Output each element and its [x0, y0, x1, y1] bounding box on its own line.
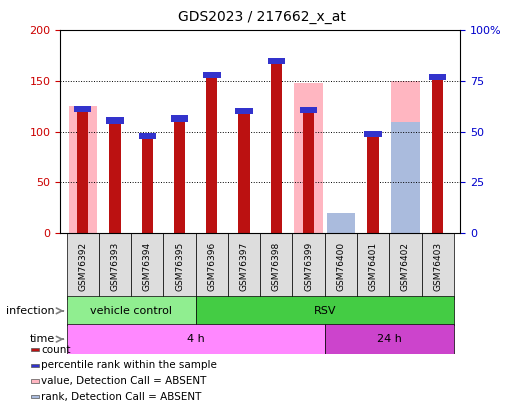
- Bar: [99, 233, 131, 300]
- Bar: [292, 233, 325, 300]
- Bar: [238, 108, 249, 233]
- Text: GSM76401: GSM76401: [369, 242, 378, 291]
- Bar: [66, 324, 325, 354]
- Bar: [357, 233, 389, 300]
- Text: percentile rank within the sample: percentile rank within the sample: [41, 360, 217, 370]
- Bar: [235, 109, 253, 115]
- Text: vehicle control: vehicle control: [90, 306, 172, 316]
- Text: GDS2023 / 217662_x_at: GDS2023 / 217662_x_at: [178, 10, 345, 24]
- Bar: [325, 233, 357, 300]
- Bar: [31, 395, 39, 398]
- Bar: [422, 233, 454, 300]
- Bar: [77, 107, 88, 233]
- Text: RSV: RSV: [313, 306, 336, 316]
- Bar: [206, 72, 218, 233]
- Text: count: count: [41, 345, 71, 355]
- Text: GSM76394: GSM76394: [143, 242, 152, 291]
- Text: infection: infection: [6, 306, 55, 316]
- Bar: [171, 115, 188, 122]
- Bar: [203, 72, 221, 78]
- Text: GSM76400: GSM76400: [336, 242, 345, 291]
- Text: GSM76395: GSM76395: [175, 242, 184, 291]
- Bar: [66, 233, 99, 300]
- Text: GSM76403: GSM76403: [433, 242, 442, 291]
- Bar: [66, 296, 196, 326]
- Text: GSM76402: GSM76402: [401, 242, 410, 291]
- Bar: [196, 233, 228, 300]
- Bar: [294, 83, 323, 233]
- Text: GSM76397: GSM76397: [240, 242, 248, 291]
- Text: time: time: [30, 334, 55, 344]
- Bar: [327, 213, 355, 233]
- Bar: [106, 117, 124, 124]
- Bar: [228, 233, 260, 300]
- Text: GSM76399: GSM76399: [304, 242, 313, 291]
- Text: GSM76396: GSM76396: [207, 242, 217, 291]
- Text: GSM76393: GSM76393: [110, 242, 119, 291]
- Bar: [368, 130, 379, 233]
- Text: GSM76398: GSM76398: [272, 242, 281, 291]
- Bar: [139, 133, 156, 139]
- Bar: [303, 107, 314, 233]
- Bar: [432, 74, 444, 233]
- Bar: [196, 296, 454, 326]
- Bar: [31, 348, 39, 351]
- Bar: [174, 115, 185, 233]
- Bar: [69, 107, 97, 233]
- Text: GSM76392: GSM76392: [78, 242, 87, 291]
- Bar: [268, 58, 285, 64]
- Bar: [142, 133, 153, 233]
- Text: rank, Detection Call = ABSENT: rank, Detection Call = ABSENT: [41, 392, 201, 402]
- Bar: [74, 107, 92, 112]
- Text: value, Detection Call = ABSENT: value, Detection Call = ABSENT: [41, 376, 207, 386]
- Bar: [391, 81, 419, 233]
- Text: 24 h: 24 h: [377, 334, 402, 344]
- Bar: [391, 122, 419, 233]
- Bar: [31, 379, 39, 383]
- Text: 4 h: 4 h: [187, 334, 204, 344]
- Bar: [429, 74, 446, 80]
- Bar: [109, 117, 121, 233]
- Bar: [325, 324, 454, 354]
- Bar: [31, 364, 39, 367]
- Bar: [131, 233, 163, 300]
- Bar: [271, 58, 282, 233]
- Bar: [389, 233, 422, 300]
- Bar: [260, 233, 292, 300]
- Bar: [365, 130, 382, 137]
- Bar: [300, 107, 317, 113]
- Bar: [163, 233, 196, 300]
